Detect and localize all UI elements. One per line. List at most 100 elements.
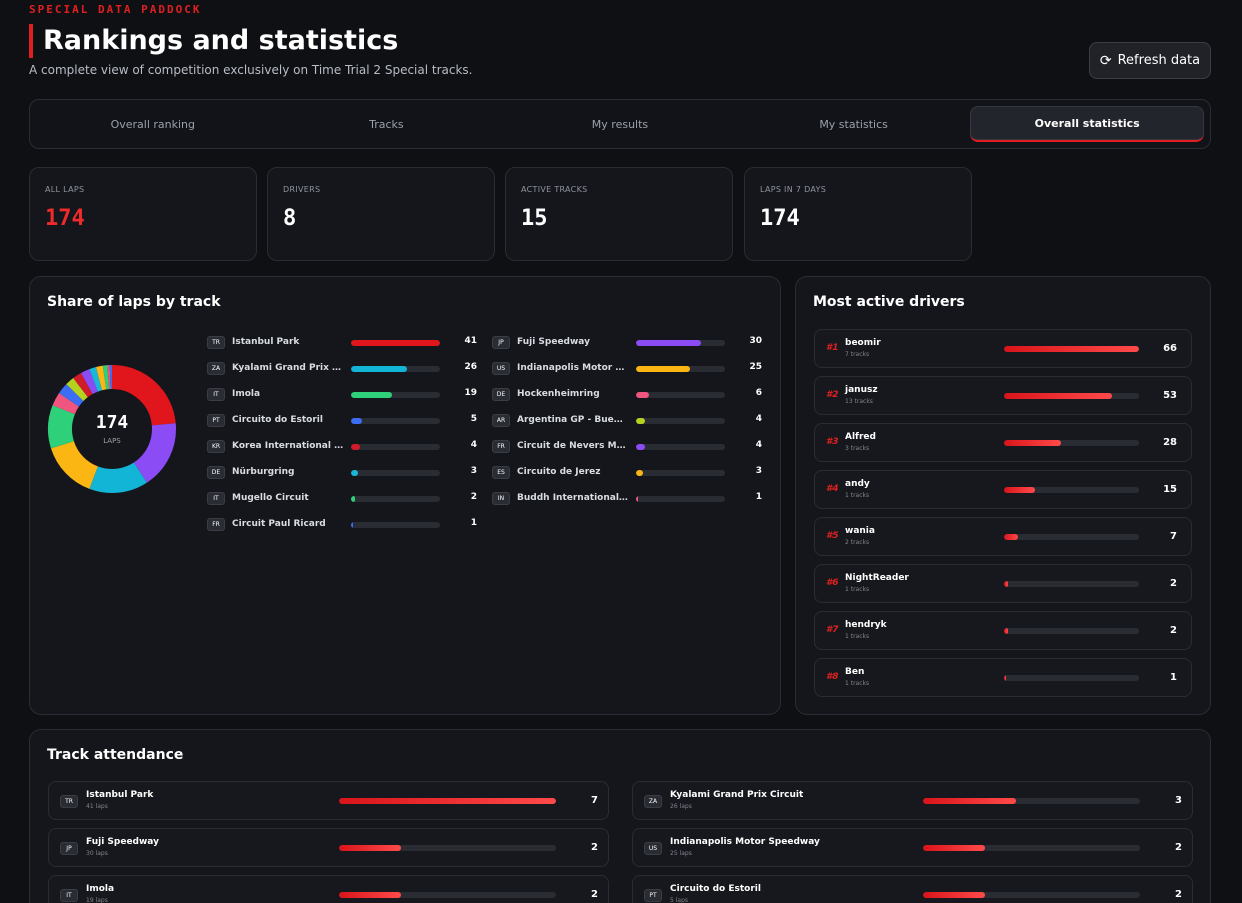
flag-ar-icon: AR xyxy=(492,414,510,427)
attendance-track-name: Fuji Speedway xyxy=(86,837,159,847)
driver-laps-bar-fill xyxy=(1004,393,1113,399)
track-share-row: PT Circuito do Estoril 5 xyxy=(207,408,477,434)
flag-pt-icon: PT xyxy=(644,889,662,902)
driver-laps-value: 2 xyxy=(1170,578,1177,589)
track-laps-value: 4 xyxy=(755,440,762,450)
tab-overall-ranking[interactable]: Overall ranking xyxy=(36,106,270,142)
donut-total-label: LAPS xyxy=(103,437,121,445)
driver-track-count: 1 tracks xyxy=(845,586,870,593)
donut-slice-korea-international-circuit xyxy=(73,373,93,398)
flag-de-icon: DE xyxy=(207,466,225,479)
driver-name: janusz xyxy=(845,385,878,395)
driver-laps-value: 66 xyxy=(1163,343,1177,354)
driver-laps-bar xyxy=(1004,393,1139,399)
driver-track-count: 7 tracks xyxy=(845,351,870,358)
track-name: Istanbul Park xyxy=(232,337,300,347)
attendance-bar xyxy=(339,798,556,804)
track-name: Indianapolis Motor Speedway xyxy=(517,363,629,373)
panel-title: Track attendance xyxy=(47,747,184,763)
attendance-value: 2 xyxy=(1175,889,1182,900)
donut-slice-istanbul-park xyxy=(111,365,176,427)
track-share-bar xyxy=(636,444,725,450)
track-share-row: FR Circuit Paul Ricard 1 xyxy=(207,512,477,538)
attendance-row: JP Fuji Speedway 30 laps 2 xyxy=(48,828,609,867)
tab-tracks[interactable]: Tracks xyxy=(270,106,504,142)
attendance-bar-fill xyxy=(923,798,1016,804)
track-share-bar-fill xyxy=(351,340,440,346)
track-share-bar xyxy=(351,418,440,424)
flag-kr-icon: KR xyxy=(207,440,225,453)
donut-slice-n-rburgring xyxy=(89,367,103,392)
driver-track-count: 1 tracks xyxy=(845,492,870,499)
driver-rank: #1 xyxy=(826,343,839,353)
track-laps-value: 25 xyxy=(749,362,762,372)
attendance-row: ZA Kyalami Grand Prix Circuit 26 laps 3 xyxy=(632,781,1193,820)
driver-laps-bar xyxy=(1004,346,1139,352)
attendance-value: 3 xyxy=(1175,795,1182,806)
flag-de-icon: DE xyxy=(492,388,510,401)
track-share-row: FR Circuit de Nevers Magny-Cours 4 xyxy=(492,434,762,460)
driver-laps-value: 28 xyxy=(1163,437,1177,448)
donut-slice-indianapolis-motor-speedway xyxy=(50,440,99,489)
track-share-row: IN Buddh International Circuit 1 xyxy=(492,486,762,512)
track-share-row: US Indianapolis Motor Speedway 25 xyxy=(492,356,762,382)
flag-za-icon: ZA xyxy=(644,795,662,808)
driver-rank: #6 xyxy=(826,578,839,588)
attendance-track-name: Circuito do Estoril xyxy=(670,884,761,894)
kpi-laps-7-days: LAPS IN 7 DAYS 174 xyxy=(744,167,972,261)
donut-slice-circuito-do-estoril xyxy=(59,384,84,407)
attendance-row: PT Circuito do Estoril 5 laps 2 xyxy=(632,875,1193,903)
donut-slice-hockenheimring xyxy=(52,393,80,415)
refresh-data-button[interactable]: ⟳ Refresh data xyxy=(1089,42,1211,79)
driver-laps-bar xyxy=(1004,440,1139,446)
driver-rank: #4 xyxy=(826,484,839,494)
driver-laps-bar-fill xyxy=(1004,346,1139,352)
attendance-bar-fill xyxy=(339,845,401,851)
driver-row: #4 andy 1 tracks 15 xyxy=(814,470,1192,509)
donut-slice-imola xyxy=(48,405,76,449)
track-share-bar-fill xyxy=(636,496,639,502)
tab-overall-statistics[interactable]: Overall statistics xyxy=(970,106,1204,142)
attendance-laps: 26 laps xyxy=(670,803,692,810)
track-share-row: JP Fuji Speedway 30 xyxy=(492,330,762,356)
attendance-row: IT Imola 19 laps 2 xyxy=(48,875,609,903)
track-name: Argentina GP - Buenos Aires xyxy=(517,415,629,425)
kpi-value: 174 xyxy=(45,206,85,231)
track-laps-value: 3 xyxy=(470,466,477,476)
track-share-bar xyxy=(351,366,440,372)
kpi-value: 8 xyxy=(283,206,297,231)
track-share-row: KR Korea International Circuit 4 xyxy=(207,434,477,460)
track-share-bar-fill xyxy=(636,444,645,450)
attendance-value: 2 xyxy=(591,889,598,900)
driver-laps-bar-fill xyxy=(1004,581,1009,587)
page-subtitle: A complete view of competition exclusive… xyxy=(29,63,473,77)
tab-my-statistics[interactable]: My statistics xyxy=(737,106,971,142)
kpi-label: ACTIVE TRACKS xyxy=(521,185,588,194)
track-share-bar-fill xyxy=(351,470,358,476)
attendance-laps: 5 laps xyxy=(670,897,689,903)
kpi-value: 15 xyxy=(521,206,548,231)
track-share-bar-fill xyxy=(351,418,362,424)
tab-my-results[interactable]: My results xyxy=(503,106,737,142)
driver-laps-bar-fill xyxy=(1004,534,1019,540)
flag-fr-icon: FR xyxy=(207,518,225,531)
track-name: Nürburgring xyxy=(232,467,295,477)
flag-it-icon: IT xyxy=(207,388,225,401)
tab-label: My results xyxy=(591,117,649,131)
flag-za-icon: ZA xyxy=(207,362,225,375)
flag-it-icon: IT xyxy=(207,492,225,505)
track-laps-value: 19 xyxy=(464,388,477,398)
track-share-bar-fill xyxy=(351,496,356,502)
track-share-row: IT Imola 19 xyxy=(207,382,477,408)
track-name: Buddh International Circuit xyxy=(517,493,629,503)
attendance-track-name: Imola xyxy=(86,884,115,894)
attendance-bar-fill xyxy=(923,892,985,898)
driver-laps-bar-fill xyxy=(1004,487,1035,493)
kpi-label: ALL LAPS xyxy=(45,185,85,194)
attendance-bar xyxy=(339,845,556,851)
driver-rank: #7 xyxy=(826,625,839,635)
driver-laps-bar xyxy=(1004,675,1139,681)
driver-track-count: 2 tracks xyxy=(845,539,870,546)
attendance-laps: 41 laps xyxy=(86,803,108,810)
driver-laps-bar xyxy=(1004,628,1139,634)
